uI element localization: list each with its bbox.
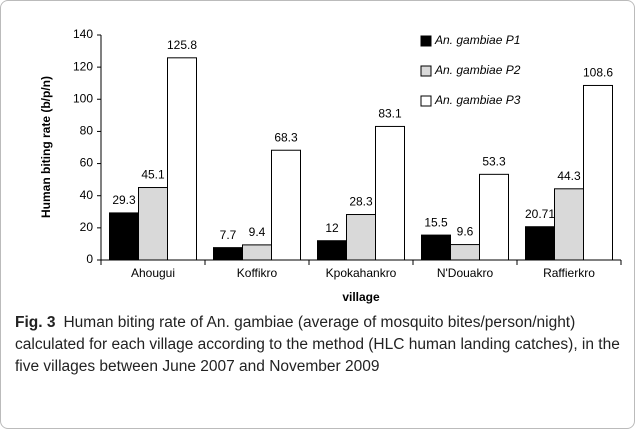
y-axis-title: Human biting rate (b/p/n) bbox=[39, 76, 53, 218]
value-label: 9.6 bbox=[457, 225, 474, 239]
value-label: 45.1 bbox=[141, 168, 165, 182]
legend-label: An. gambiae P3 bbox=[434, 93, 521, 107]
x-tick-label: Ahougui bbox=[131, 266, 175, 280]
value-label: 9.4 bbox=[249, 225, 266, 239]
x-tick-label: Raffierkro bbox=[543, 266, 595, 280]
y-tick-label: 0 bbox=[86, 252, 93, 266]
bar bbox=[138, 187, 168, 261]
bar bbox=[346, 214, 376, 261]
bar bbox=[167, 57, 197, 261]
value-label: 28.3 bbox=[349, 195, 373, 209]
bar bbox=[479, 173, 509, 261]
legend-swatch bbox=[420, 95, 432, 107]
value-label: 108.6 bbox=[583, 66, 613, 80]
caption-text: Human biting rate of An. gambiae (averag… bbox=[15, 314, 620, 375]
y-tick-label: 140 bbox=[73, 27, 93, 41]
value-label: 83.1 bbox=[378, 107, 402, 121]
y-tick-label: 20 bbox=[80, 220, 94, 234]
caption: Fig. 3 Human biting rate of An. gambiae (… bbox=[15, 312, 620, 378]
chart: Human biting rate (b/p/n) village 0 20 40 6… bbox=[39, 27, 622, 304]
value-label: 125.8 bbox=[167, 38, 197, 52]
y-tick-label: 120 bbox=[73, 59, 93, 73]
legend-swatch bbox=[420, 65, 432, 77]
value-label: 15.5 bbox=[424, 215, 448, 229]
value-label: 53.3 bbox=[482, 155, 506, 169]
bar bbox=[583, 84, 613, 261]
legend-swatch bbox=[420, 35, 432, 47]
bar bbox=[421, 234, 451, 261]
value-label: 68.3 bbox=[274, 130, 298, 144]
bar bbox=[525, 226, 555, 261]
y-tick-label: 80 bbox=[80, 124, 94, 138]
x-tick-label: Koffikro bbox=[237, 266, 278, 280]
value-label: 12 bbox=[325, 221, 339, 235]
y-tick-label: 40 bbox=[80, 188, 94, 202]
bar bbox=[213, 247, 243, 261]
caption-label: Fig. 3 bbox=[15, 314, 56, 331]
bar bbox=[450, 244, 480, 261]
legend-label: An. gambiae P2 bbox=[434, 63, 521, 77]
x-axis-title: village bbox=[342, 290, 380, 304]
value-label: 29.3 bbox=[112, 193, 136, 207]
value-label: 20.71 bbox=[525, 207, 555, 221]
bar bbox=[554, 188, 584, 261]
value-label: 44.3 bbox=[557, 169, 581, 183]
x-tick-label: N'Douakro bbox=[437, 266, 494, 280]
x-tick-label: Kpokahankro bbox=[326, 266, 397, 280]
legend-label: An. gambiae P1 bbox=[434, 33, 520, 47]
value-label: 7.7 bbox=[220, 228, 237, 242]
bar bbox=[375, 125, 405, 261]
bar bbox=[271, 149, 301, 261]
bar bbox=[317, 240, 347, 261]
bar bbox=[109, 212, 139, 261]
bar bbox=[242, 244, 272, 261]
y-tick-label: 100 bbox=[73, 91, 93, 105]
y-tick-label: 60 bbox=[80, 156, 94, 170]
